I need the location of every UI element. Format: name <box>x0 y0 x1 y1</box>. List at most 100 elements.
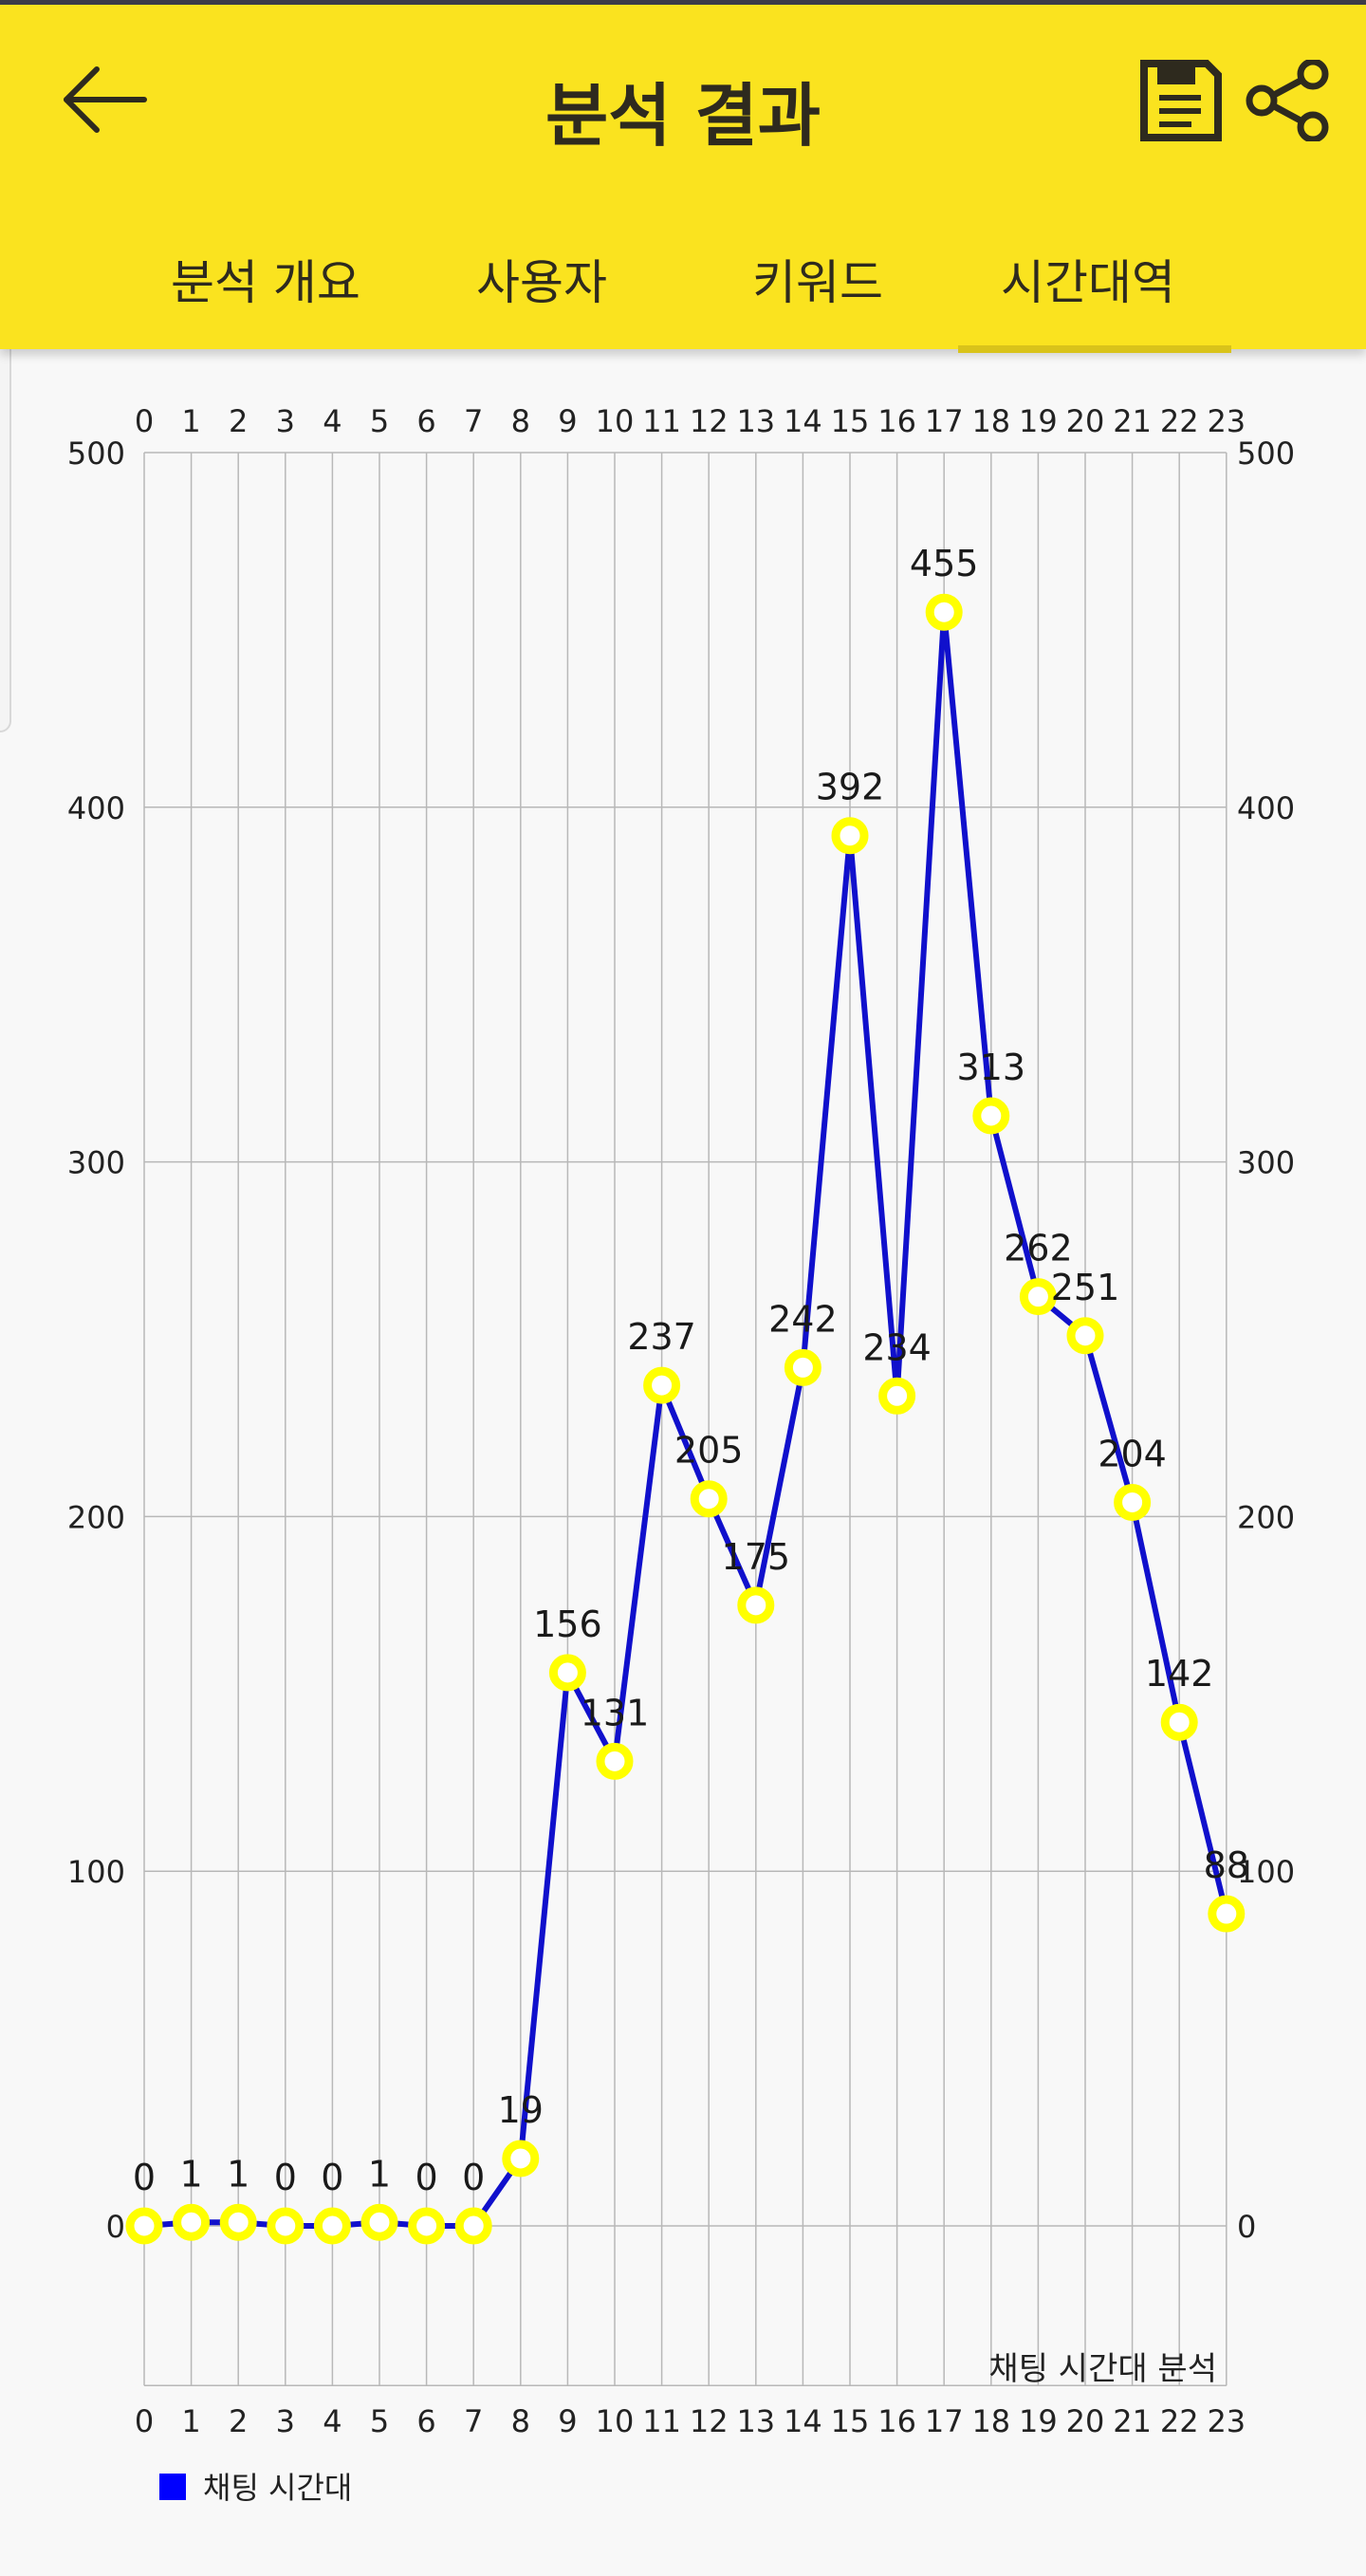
chart-data-labels: 0 1 1 0 0 1 0 019156131237205175242392234455313… <box>133 543 1249 2198</box>
x-tick-label-top: 6 <box>416 403 435 439</box>
x-tick-label-top: 1 <box>181 403 200 439</box>
legend-label: 채팅 시간대 <box>203 2470 352 2506</box>
x-tick-label-bottom: 19 <box>1019 2403 1058 2439</box>
y-tick-label-left: 200 <box>67 1499 125 1535</box>
data-label: 175 <box>722 1536 791 1578</box>
y-tick-label-left: 0 <box>106 2209 125 2245</box>
arrow-left-icon <box>64 66 147 133</box>
x-tick-label-top: 7 <box>464 403 483 439</box>
chart-area: 0 0 100 100 200 200 300 300 400 400 500 500 0 0 1 1 2 2 3 3… <box>0 349 1366 2572</box>
data-point <box>1160 1703 1198 1741</box>
x-tick-label-bottom: 2 <box>229 2403 248 2439</box>
x-tick-label-top: 12 <box>690 403 729 439</box>
data-point <box>1208 1895 1246 1933</box>
x-tick-label-top: 22 <box>1160 403 1199 439</box>
active-tab-indicator <box>958 345 1231 353</box>
data-point <box>972 1097 1010 1135</box>
x-tick-label-bottom: 17 <box>925 2403 964 2439</box>
x-tick-label-bottom: 4 <box>323 2403 342 2439</box>
x-tick-label-top: 0 <box>135 403 154 439</box>
tab-users[interactable]: 사용자 <box>476 255 607 310</box>
data-point <box>267 2207 305 2245</box>
data-point <box>1066 1317 1104 1355</box>
data-label: 0 <box>274 2157 297 2198</box>
data-point <box>784 1348 821 1386</box>
share-button[interactable] <box>1243 58 1333 143</box>
x-tick-label-top: 23 <box>1207 403 1246 439</box>
legend-swatch <box>159 2474 186 2500</box>
data-label: 156 <box>533 1603 602 1645</box>
data-label: 19 <box>498 2089 544 2131</box>
x-tick-label-bottom: 11 <box>642 2403 681 2439</box>
tab-bar: 분석 개요 사용자 키워드 시간대역 <box>0 218 1366 354</box>
x-tick-label-bottom: 20 <box>1066 2403 1105 2439</box>
data-label: 0 <box>415 2157 438 2198</box>
x-tick-label-top: 19 <box>1019 403 1058 439</box>
data-label: 392 <box>816 767 885 808</box>
data-label: 242 <box>768 1298 838 1340</box>
x-tick-label-top: 5 <box>370 403 389 439</box>
x-tick-label-top: 14 <box>784 403 822 439</box>
data-label: 237 <box>627 1316 696 1358</box>
x-tick-label-top: 2 <box>229 403 248 439</box>
data-label: 88 <box>1204 1844 1249 1886</box>
tab-overview[interactable]: 분석 개요 <box>171 255 360 310</box>
y-tick-label-right: 200 <box>1237 1499 1295 1535</box>
data-label: 251 <box>1051 1267 1120 1308</box>
x-tick-label-bottom: 0 <box>135 2403 154 2439</box>
data-point <box>925 593 963 631</box>
x-tick-label-bottom: 6 <box>416 2403 435 2439</box>
chart-series <box>143 609 1229 2229</box>
data-label: 1 <box>227 2153 249 2195</box>
data-point <box>173 2203 211 2241</box>
y-tick-label-left: 400 <box>67 790 125 826</box>
x-tick-label-top: 4 <box>323 403 342 439</box>
data-point <box>737 1586 775 1624</box>
data-point <box>878 1377 916 1415</box>
x-tick-label-top: 16 <box>877 403 916 439</box>
data-point <box>690 1480 728 1518</box>
x-tick-label-top: 20 <box>1066 403 1105 439</box>
data-label: 234 <box>862 1326 932 1368</box>
x-tick-label-top: 13 <box>736 403 775 439</box>
x-tick-label-bottom: 21 <box>1113 2403 1152 2439</box>
data-point <box>643 1366 681 1404</box>
page-title: 분석 결과 <box>545 76 821 156</box>
x-tick-label-top: 10 <box>596 403 635 439</box>
x-tick-label-bottom: 13 <box>736 2403 775 2439</box>
back-button[interactable] <box>57 62 152 138</box>
data-point <box>1114 1483 1152 1521</box>
data-point <box>408 2207 446 2245</box>
x-tick-label-bottom: 7 <box>464 2403 483 2439</box>
x-tick-label-bottom: 1 <box>181 2403 200 2439</box>
x-tick-label-top: 11 <box>642 403 681 439</box>
y-tick-label-right: 300 <box>1237 1145 1295 1181</box>
y-tick-label-right: 500 <box>1237 436 1295 472</box>
x-tick-label-bottom: 10 <box>596 2403 635 2439</box>
x-tick-label-top: 21 <box>1113 403 1152 439</box>
y-tick-label-right: 100 <box>1237 1854 1295 1890</box>
x-tick-label-bottom: 12 <box>690 2403 729 2439</box>
data-label: 142 <box>1145 1653 1214 1695</box>
y-tick-label-left: 300 <box>67 1145 125 1181</box>
data-point <box>596 1742 634 1780</box>
data-point <box>313 2207 351 2245</box>
data-point <box>502 2140 540 2178</box>
x-tick-label-bottom: 3 <box>276 2403 295 2439</box>
y-tick-label-right: 400 <box>1237 790 1295 826</box>
chart-legend: 채팅 시간대 <box>159 2470 352 2506</box>
y-tick-label-right: 0 <box>1237 2209 1256 2245</box>
x-tick-label-bottom: 22 <box>1160 2403 1199 2439</box>
x-tick-label-bottom: 15 <box>831 2403 870 2439</box>
series-line <box>143 609 1229 2229</box>
data-point <box>125 2207 163 2245</box>
x-tick-label-bottom: 14 <box>784 2403 822 2439</box>
data-label: 455 <box>910 543 979 584</box>
tab-time-range[interactable]: 시간대역 <box>1001 255 1175 310</box>
save-button[interactable] <box>1138 60 1222 141</box>
tab-keywords[interactable]: 키워드 <box>752 255 883 310</box>
x-tick-label-bottom: 5 <box>370 2403 389 2439</box>
x-tick-label-top: 18 <box>971 403 1010 439</box>
